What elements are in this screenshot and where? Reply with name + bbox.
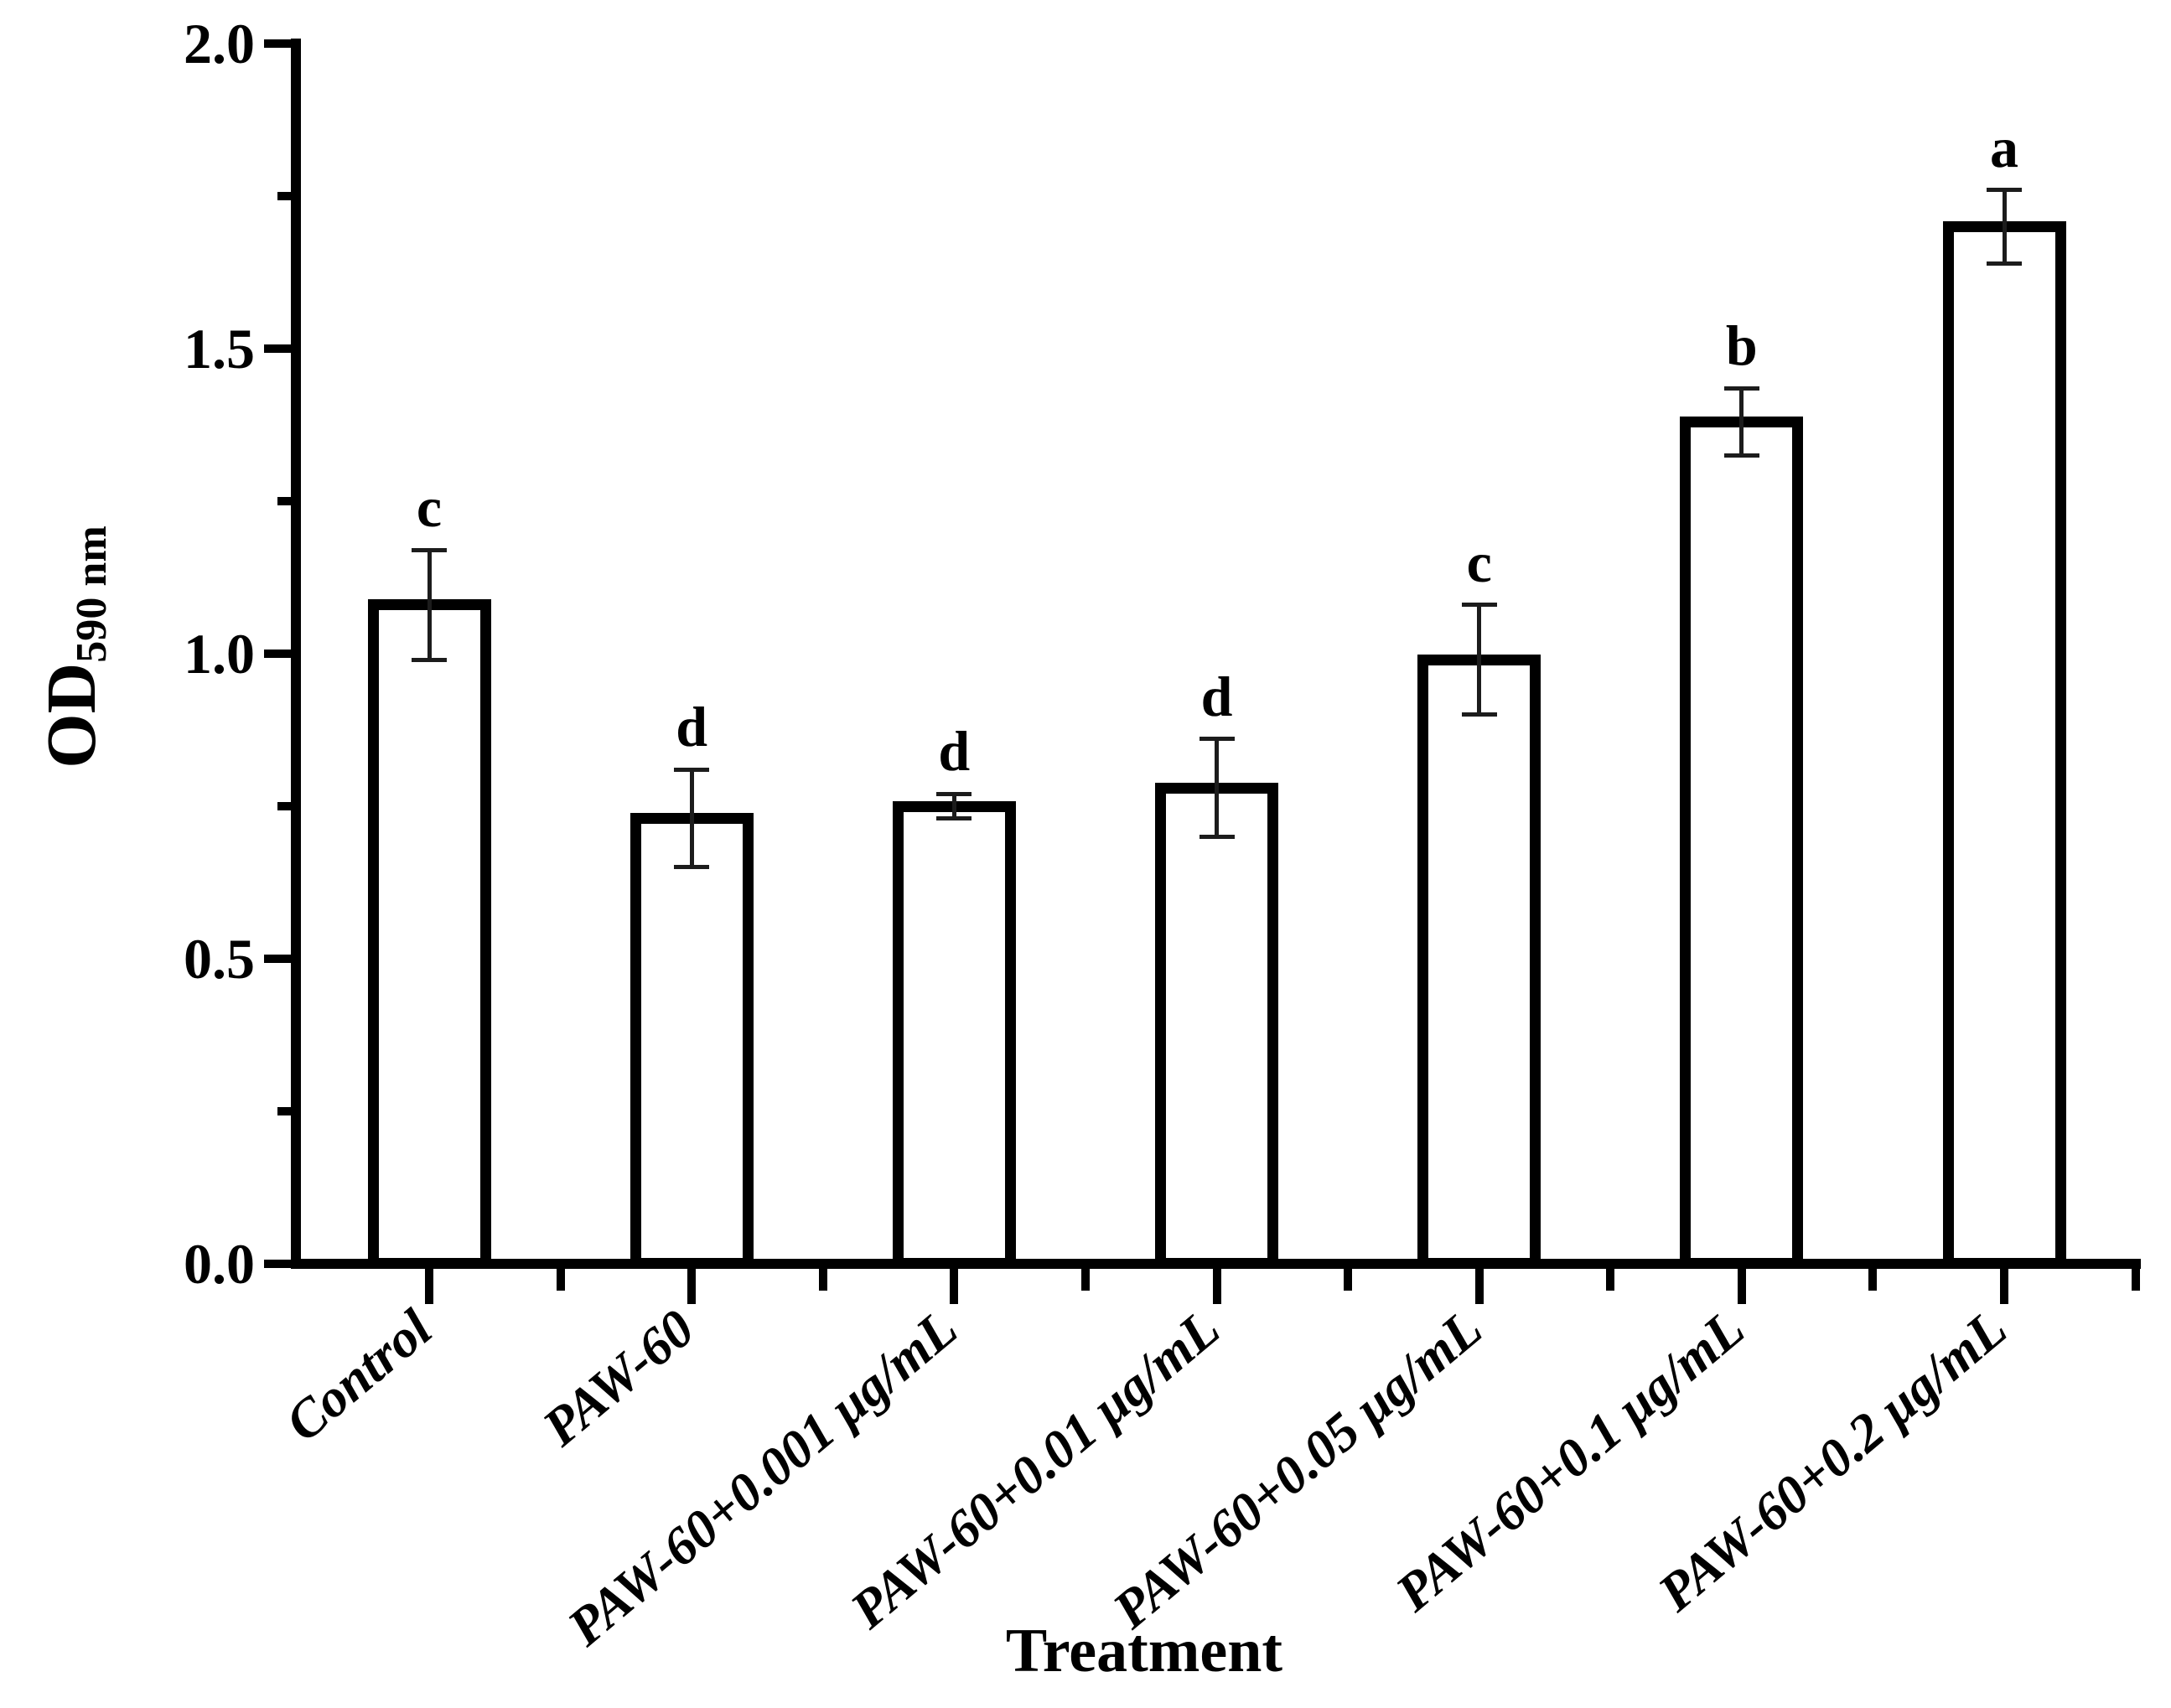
significance-letter: a bbox=[1990, 115, 2019, 179]
bar bbox=[1155, 782, 1278, 1269]
y-tick-minor bbox=[277, 497, 291, 505]
bar bbox=[1417, 654, 1541, 1269]
y-tick-label: 1.5 bbox=[184, 317, 255, 380]
error-bar bbox=[1739, 388, 1744, 456]
error-bar bbox=[1215, 738, 1219, 837]
y-tick-label: 1.0 bbox=[184, 622, 255, 686]
y-tick-major bbox=[264, 955, 291, 963]
error-bar bbox=[1477, 604, 1482, 715]
significance-letter: d bbox=[1200, 664, 1233, 728]
y-tick-label: 2.0 bbox=[184, 12, 255, 75]
bar bbox=[367, 599, 491, 1269]
x-tick-minor bbox=[556, 1269, 565, 1291]
bar bbox=[630, 813, 754, 1269]
x-axis-title: Treatment bbox=[1005, 1617, 1283, 1685]
x-tick-minor bbox=[1606, 1269, 1615, 1291]
error-bar-bottom-cap bbox=[1461, 712, 1497, 717]
significance-letter: c bbox=[416, 475, 443, 540]
x-tick-minor bbox=[818, 1269, 827, 1291]
y-tick-minor bbox=[277, 802, 291, 810]
y-axis-spine bbox=[291, 39, 301, 1269]
y-tick-major bbox=[264, 344, 291, 353]
x-tick-minor bbox=[2131, 1269, 2140, 1291]
x-tick-minor bbox=[1344, 1269, 1353, 1291]
error-bar-top-cap bbox=[412, 547, 447, 552]
x-tick-major bbox=[2000, 1269, 2009, 1304]
y-tick-major bbox=[264, 650, 291, 658]
x-tick-major bbox=[687, 1269, 697, 1304]
x-category-label: Control bbox=[274, 1297, 443, 1453]
error-bar-bottom-cap bbox=[1199, 834, 1235, 839]
x-tick-major bbox=[425, 1269, 433, 1304]
error-bar-bottom-cap bbox=[936, 816, 972, 821]
significance-letter: d bbox=[676, 695, 708, 759]
bar bbox=[1942, 220, 2066, 1269]
bar bbox=[892, 800, 1016, 1269]
x-tick-major bbox=[1474, 1269, 1484, 1304]
y-tick-major bbox=[264, 1260, 291, 1268]
error-bar-bottom-cap bbox=[1723, 453, 1759, 458]
error-bar-top-cap bbox=[936, 791, 972, 796]
error-bar-top-cap bbox=[1987, 188, 2023, 193]
x-tick-major bbox=[950, 1269, 959, 1304]
error-bar-top-cap bbox=[1199, 737, 1235, 742]
bar bbox=[1680, 416, 1804, 1269]
significance-letter: d bbox=[938, 719, 971, 784]
error-bar bbox=[951, 794, 956, 819]
x-tick-major bbox=[1737, 1269, 1746, 1304]
significance-letter: c bbox=[1466, 530, 1492, 594]
error-bar-bottom-cap bbox=[674, 865, 710, 870]
y-tick-label: 0.5 bbox=[184, 927, 255, 991]
error-bar-top-cap bbox=[1461, 603, 1497, 608]
x-tick-minor bbox=[1868, 1269, 1878, 1291]
error-bar bbox=[427, 550, 432, 660]
error-bar bbox=[689, 769, 694, 867]
y-tick-minor bbox=[277, 1107, 291, 1115]
x-tick-minor bbox=[1080, 1269, 1090, 1291]
x-category-label: PAW-60 bbox=[531, 1297, 706, 1457]
error-bar bbox=[2002, 189, 2007, 264]
x-tick-major bbox=[1212, 1269, 1221, 1304]
error-bar-top-cap bbox=[1723, 386, 1759, 391]
error-bar-bottom-cap bbox=[412, 657, 447, 662]
y-tick-major bbox=[264, 39, 291, 48]
error-bar-top-cap bbox=[674, 767, 710, 772]
error-bar-bottom-cap bbox=[1987, 261, 2023, 266]
y-tick-minor bbox=[277, 192, 291, 200]
y-tick-label: 0.0 bbox=[184, 1232, 255, 1296]
significance-letter: b bbox=[1725, 313, 1758, 378]
